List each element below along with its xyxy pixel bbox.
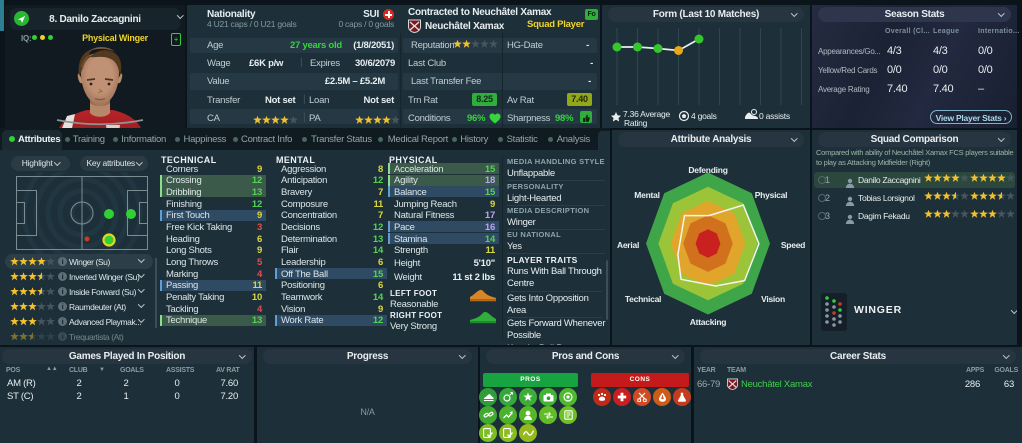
svg-text:Speed: Speed — [781, 240, 805, 250]
svg-text:0 assists: 0 assists — [759, 111, 790, 121]
svg-text:7.36 Average: 7.36 Average — [623, 109, 670, 119]
svg-text:Vision: Vision — [761, 294, 785, 304]
svg-text:Aerial: Aerial — [617, 240, 639, 250]
svg-text:Physical: Physical — [755, 190, 788, 200]
svg-text:Attacking: Attacking — [690, 317, 727, 327]
svg-text:Mental: Mental — [634, 190, 659, 200]
svg-text:Technical: Technical — [625, 294, 661, 304]
svg-text:4 goals: 4 goals — [691, 111, 717, 121]
svg-text:Defending: Defending — [688, 165, 727, 175]
